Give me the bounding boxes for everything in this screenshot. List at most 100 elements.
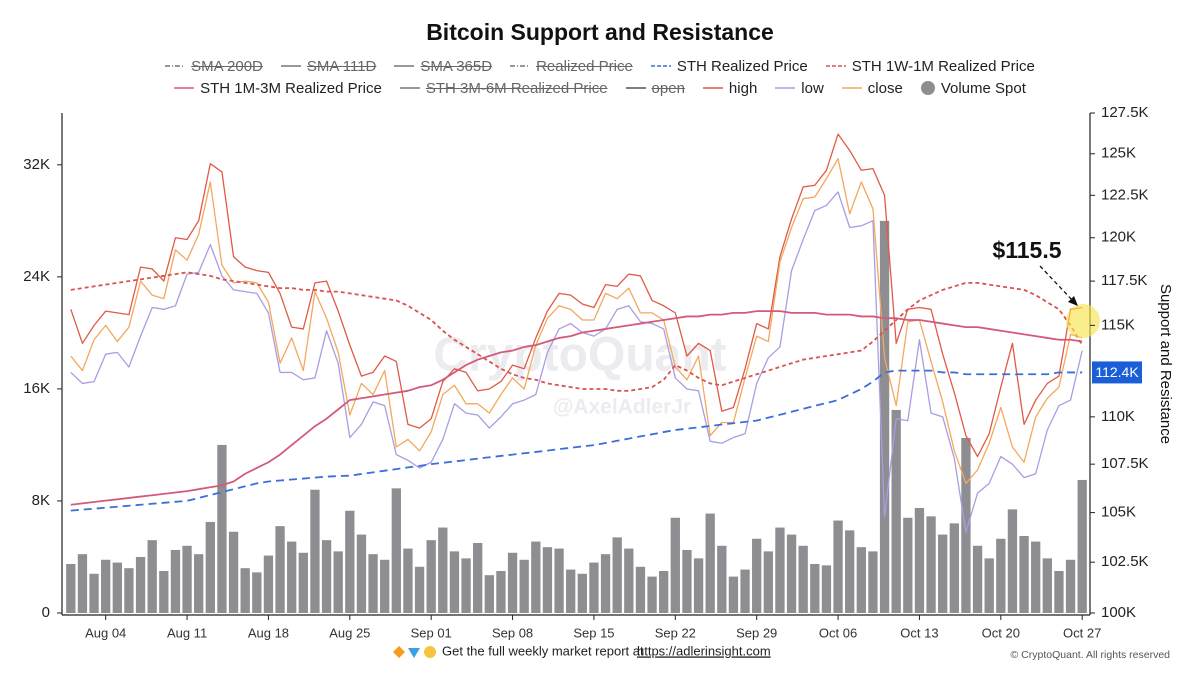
- chart-title: Bitcoin Support and Resistance: [426, 19, 774, 45]
- volume-bar: [496, 570, 506, 613]
- y2-tick-label: 102.5K: [1101, 553, 1149, 570]
- series-line: [70, 133, 1083, 458]
- value-badge: [1092, 361, 1142, 384]
- legend-label: STH 1W-1M Realized Price: [851, 57, 1035, 75]
- volume-bar: [228, 531, 239, 613]
- legend-item[interactable]: open: [625, 78, 685, 98]
- volume-bar: [356, 534, 367, 613]
- legend-marker: [394, 65, 415, 67]
- volume-bar: [542, 547, 553, 613]
- volume-bar: [879, 220, 890, 613]
- legend-item[interactable]: Volume Spot: [920, 78, 1026, 98]
- volume-bar: [368, 554, 378, 613]
- x-tick-label: Oct 20: [982, 625, 1020, 640]
- legend-item[interactable]: STH 3M-6M Realized Price: [399, 78, 608, 98]
- legend-marker: [702, 87, 723, 89]
- annotation-arrow: [1039, 265, 1075, 303]
- volume-bar: [1042, 558, 1052, 613]
- x-tick-label: Sep 22: [655, 625, 696, 640]
- volume-bar: [333, 551, 343, 613]
- legend-label: STH 1M-3M Realized Price: [200, 79, 382, 97]
- footer-link[interactable]: https://adlerinsight.com: [637, 643, 771, 658]
- volume-bar: [1065, 559, 1076, 613]
- legend-item[interactable]: SMA 365D: [394, 56, 492, 76]
- volume-bar: [717, 545, 727, 613]
- legend-item[interactable]: low: [775, 78, 824, 98]
- legend-item[interactable]: STH 1M-3M Realized Price: [174, 78, 382, 98]
- watermark-author: @AxelAdlerJr: [553, 396, 691, 419]
- volume-bar: [449, 551, 460, 613]
- legend-item[interactable]: close: [841, 78, 903, 98]
- volume-bar: [728, 576, 739, 613]
- legend-marker: [775, 87, 796, 89]
- legend-marker: [825, 65, 846, 67]
- legend-label: low: [801, 79, 824, 97]
- volume-bar: [135, 556, 146, 613]
- volume-bar: [426, 540, 436, 613]
- footer-icon: [424, 646, 436, 658]
- y2-tick-label: 105K: [1101, 504, 1136, 521]
- legend-item[interactable]: high: [702, 78, 757, 98]
- y2-tick-label: 120K: [1101, 229, 1136, 246]
- volume-bar: [159, 570, 169, 613]
- volume-bar: [845, 530, 855, 613]
- legend-marker: [510, 65, 531, 67]
- x-tick-label: Aug 11: [167, 625, 207, 640]
- volume-bar: [856, 547, 866, 613]
- volume-bar: [147, 540, 157, 613]
- legend-item[interactable]: SMA 200D: [165, 56, 263, 76]
- volume-bar: [66, 563, 76, 613]
- volume-bar: [531, 541, 541, 613]
- legend-label: SMA 111D: [306, 57, 377, 75]
- volume-bar: [903, 517, 913, 613]
- y-tick-label: 0: [42, 604, 50, 621]
- series-line: [70, 271, 1083, 392]
- volume-bar: [240, 568, 250, 613]
- volume-bar: [577, 573, 587, 613]
- volume-bar: [612, 537, 622, 613]
- volume-bar: [89, 573, 99, 613]
- series-line: [70, 191, 1083, 533]
- volume-bar: [252, 572, 262, 613]
- volume-bar: [786, 534, 797, 613]
- volume-bar: [1007, 509, 1018, 613]
- legend-item[interactable]: SMA 111D: [280, 56, 377, 76]
- volume-bar: [600, 554, 611, 613]
- volume-bar: [566, 569, 576, 613]
- volume-bar: [740, 569, 750, 613]
- volume-bar: [624, 548, 634, 613]
- volume-bar: [194, 554, 204, 613]
- footer-icon: [408, 648, 420, 658]
- volume-bar: [705, 513, 715, 613]
- volume-bar: [473, 542, 483, 613]
- y2-tick-label: 122.5K: [1101, 186, 1149, 203]
- legend-label: STH Realized Price: [676, 57, 808, 75]
- volume-bar: [345, 510, 355, 613]
- volume-bar: [124, 568, 134, 613]
- volume-bar: [170, 549, 181, 613]
- volume-bar: [438, 527, 448, 613]
- volume-bar: [949, 523, 959, 613]
- volume-bar: [1054, 570, 1064, 613]
- volume-bar: [926, 516, 936, 613]
- volume-bar: [938, 534, 948, 613]
- watermark: CryptoQuant: [433, 329, 726, 382]
- legend-marker: [280, 65, 301, 67]
- x-tick-label: Oct 13: [900, 625, 938, 640]
- y2-tick-label: 127.5K: [1101, 104, 1149, 121]
- x-tick-label: Aug 18: [248, 625, 289, 640]
- legend-marker: [650, 65, 671, 67]
- y2-tick-label: 110K: [1101, 408, 1135, 425]
- highlight-circle: [1066, 304, 1100, 338]
- x-tick-label: Sep 08: [492, 625, 533, 640]
- legend-item[interactable]: Realized Price: [510, 56, 633, 76]
- volume-bar: [507, 552, 518, 613]
- y2-axis-label: Support and Resistance: [1157, 284, 1174, 444]
- value-badge-label: 112.4K: [1095, 364, 1139, 380]
- legend-item[interactable]: STH Realized Price: [650, 56, 808, 76]
- volume-bar: [217, 444, 227, 613]
- arrow-head: [1068, 296, 1078, 306]
- x-tick-label: Oct 27: [1063, 625, 1101, 640]
- legend-item[interactable]: STH 1W-1M Realized Price: [825, 56, 1035, 76]
